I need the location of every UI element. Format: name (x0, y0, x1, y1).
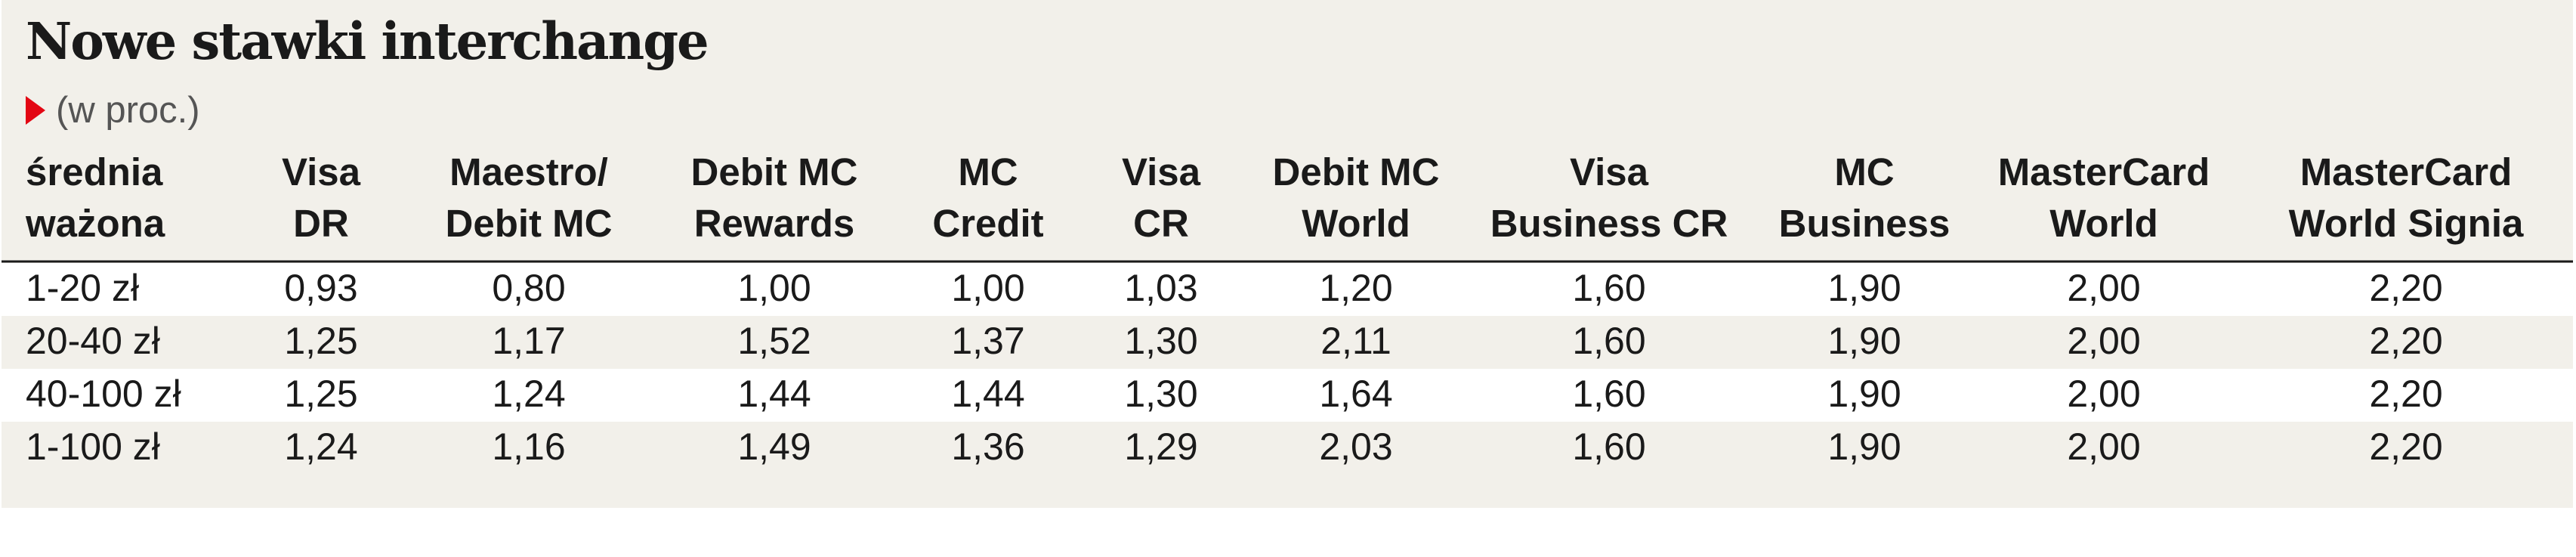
table-cell: 2,03 (1319, 425, 1392, 468)
table-cell: 2,00 (2067, 425, 2140, 468)
column-header-line: Debit MC (446, 202, 613, 245)
table-cell: 2,20 (2369, 373, 2442, 415)
table-cell: 1,00 (737, 267, 811, 309)
table-cell: 1,03 (1124, 267, 1197, 309)
table-cell: 1,49 (737, 425, 811, 468)
column-header-line: CR (1133, 202, 1189, 245)
table-cell: 1,60 (1572, 425, 1645, 468)
column-header-line: Credit (932, 202, 1043, 245)
subtitle-row: (w proc.) (26, 88, 200, 133)
column-header-line: Debit MC (691, 150, 858, 193)
table-cell: 1,24 (284, 425, 357, 468)
table-cell: 1,25 (284, 320, 357, 362)
column-header-line: Debit MC (1273, 150, 1440, 193)
table-cell: 1,00 (951, 267, 1024, 309)
table-cell: 1,44 (951, 373, 1024, 415)
column-header-line: MasterCard (1998, 150, 2210, 193)
table-cell: 1,60 (1572, 320, 1645, 362)
column-header-line: World (1302, 202, 1410, 245)
table-cell: 1,90 (1827, 267, 1901, 309)
table-cell: 1,37 (951, 320, 1024, 362)
table-cell: 2,20 (2369, 267, 2442, 309)
column-header-line: Maestro/ (449, 150, 608, 193)
column-header-line: ważona (25, 202, 165, 245)
column-header-line: MasterCard (2300, 150, 2513, 193)
row-label: 1-20 zł (26, 267, 139, 309)
table-cell: 1,44 (737, 373, 811, 415)
chart-title: Nowe stawki interchange (26, 11, 709, 71)
table-cell: 1,36 (951, 425, 1024, 468)
table-cell: 2,00 (2067, 373, 2140, 415)
table-cell: 1,30 (1124, 320, 1197, 362)
table-cell: 1,24 (492, 373, 565, 415)
column-header-line: Business (1779, 202, 1951, 245)
row-band (2, 369, 2573, 422)
table-cell: 1,64 (1319, 373, 1392, 415)
table-cell: 1,90 (1827, 373, 1901, 415)
column-header-line: średnia (26, 150, 163, 193)
row-band (2, 263, 2573, 316)
table-cell: 2,20 (2369, 425, 2442, 468)
red-triangle-icon (26, 96, 45, 125)
table-cell: 1,52 (737, 320, 811, 362)
column-header-line: Visa (282, 150, 361, 193)
column-header-line: Rewards (694, 202, 855, 245)
table-cell: 1,90 (1827, 320, 1901, 362)
table-cell: 0,93 (284, 267, 357, 309)
chart-panel (2, 0, 2573, 508)
table-cell: 1,25 (284, 373, 357, 415)
table-cell: 1,60 (1572, 267, 1645, 309)
table-cell: 0,80 (492, 267, 565, 309)
unit-note: (w proc.) (56, 90, 200, 131)
column-header-line: Visa (1122, 150, 1201, 193)
table-cell: 2,11 (1320, 320, 1391, 362)
table-cell: 1,20 (1319, 267, 1392, 309)
column-header-line: Visa (1570, 150, 1649, 193)
column-header-line: Business CR (1490, 202, 1728, 245)
column-header-line: DR (293, 202, 349, 245)
table-cell: 2,20 (2369, 320, 2442, 362)
row-label: 1-100 zł (26, 425, 160, 468)
table-cell: 1,16 (492, 425, 565, 468)
table-cell: 1,30 (1124, 373, 1197, 415)
column-header-line: World Signia (2289, 202, 2524, 245)
column-header-line: World (2049, 202, 2158, 245)
table-cell: 2,00 (2067, 267, 2140, 309)
table-cell: 1,90 (1827, 425, 1901, 468)
row-label: 20-40 zł (26, 320, 160, 362)
table-cell: 1,17 (492, 320, 565, 362)
column-header-line: MC (1834, 150, 1894, 193)
table-cell: 1,29 (1124, 425, 1197, 468)
table-cell: 1,60 (1572, 373, 1645, 415)
row-label: 40-100 zł (26, 373, 181, 415)
table-cell: 2,00 (2067, 320, 2140, 362)
column-header-line: MC (958, 150, 1018, 193)
